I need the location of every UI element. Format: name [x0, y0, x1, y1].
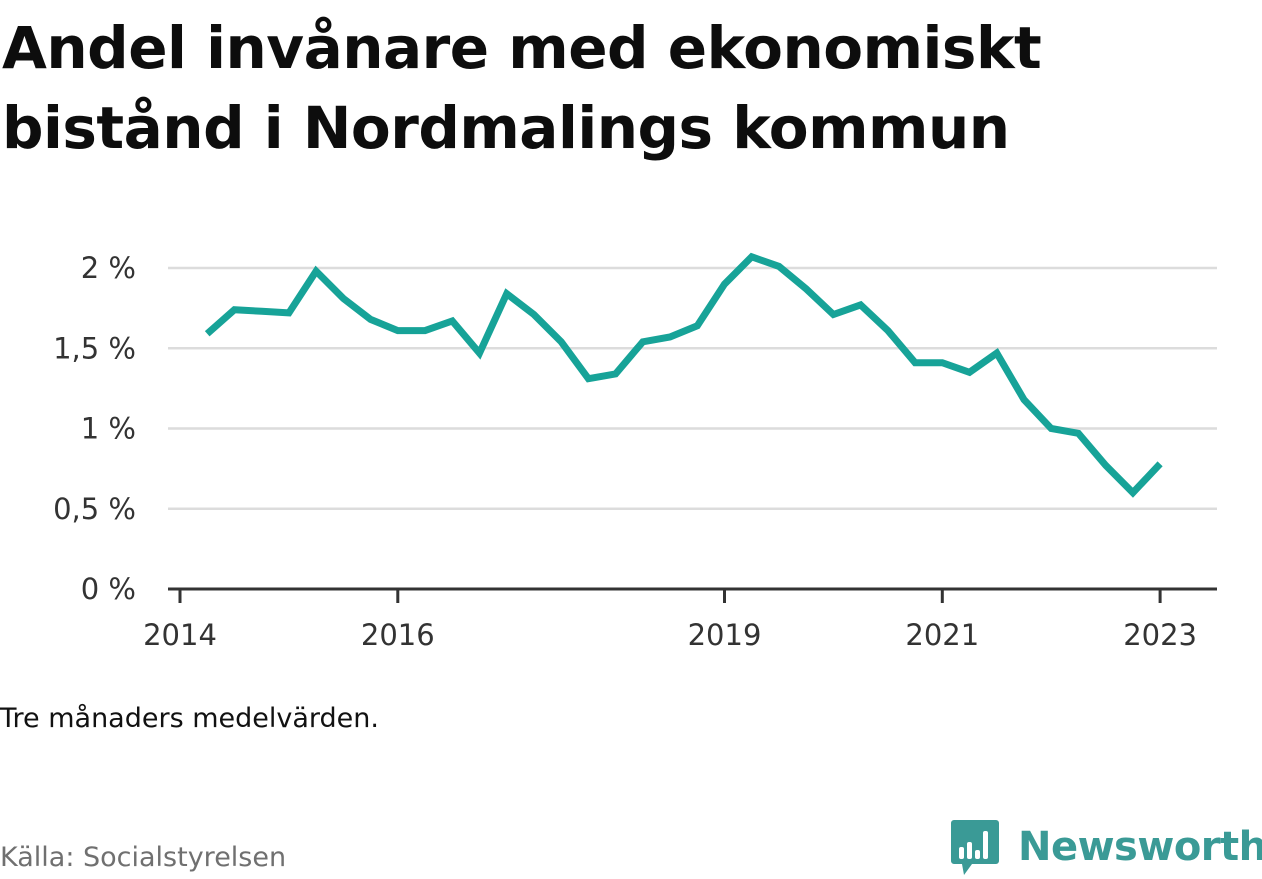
x-tick-label: 2021	[905, 618, 979, 652]
y-tick-label: 1 %	[81, 412, 136, 446]
y-tick-label: 1,5 %	[53, 331, 136, 365]
y-axis-tick-labels: 0 % 0,5 % 1 % 1,5 % 2 %	[53, 251, 136, 606]
series-line	[204, 252, 1163, 498]
series-group	[204, 252, 1163, 498]
x-tick-label: 2016	[361, 618, 435, 652]
line-chart: 0 % 0,5 % 1 % 1,5 % 2 % 2014 2016 2019 2021 2023	[53, 251, 1217, 652]
chart-note: Tre månaders medelvärden.	[0, 703, 379, 734]
brand-name: Newsworthy	[1018, 824, 1262, 870]
y-tick-label: 0,5 %	[53, 492, 136, 526]
x-tick-label: 2014	[143, 618, 217, 652]
newsworthy-logo: Newsworthy	[950, 817, 1262, 877]
y-tick-label: 2 %	[81, 251, 136, 285]
chart-title: Andel invånare med ekonomiskt bistånd i …	[2, 14, 1042, 162]
speech-bubble-bar-chart-icon	[951, 820, 999, 875]
y-tick-label: 0 %	[81, 572, 136, 606]
x-axis: 2014 2016 2019 2021 2023	[143, 587, 1217, 652]
grid-lines	[168, 266, 1217, 510]
x-tick-label: 2023	[1123, 618, 1197, 652]
x-tick-label: 2019	[688, 618, 762, 652]
source-text: Källa: Socialstyrelsen	[0, 842, 287, 873]
